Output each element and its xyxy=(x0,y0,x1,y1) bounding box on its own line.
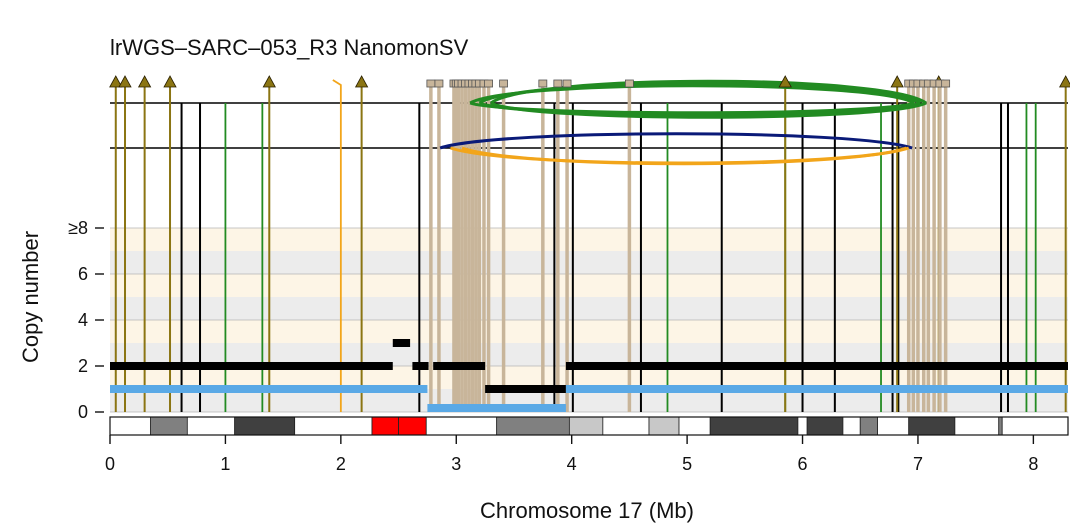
x-axis-label: Chromosome 17 (Mb) xyxy=(480,498,694,523)
sv-arc xyxy=(439,132,913,150)
breakpoint-markers xyxy=(109,75,1070,88)
x-tick-label: 2 xyxy=(336,454,346,474)
cn-band xyxy=(110,343,1068,366)
y-tick-label: 6 xyxy=(78,264,88,284)
x-tick-label: 5 xyxy=(682,454,692,474)
x-tick-label: 7 xyxy=(913,454,923,474)
x-tick-label: 8 xyxy=(1028,454,1038,474)
cytoband xyxy=(954,416,1000,436)
translocation-marker xyxy=(163,75,177,88)
chromosome-ideogram xyxy=(109,416,1069,436)
cytoband xyxy=(425,416,498,436)
breakpoint-lines xyxy=(114,79,1067,412)
y-tick-label: 4 xyxy=(78,310,88,330)
translocation-marker xyxy=(137,75,152,88)
y-axis-label: Copy number xyxy=(18,231,43,363)
cytoband xyxy=(398,416,427,436)
tan-marker xyxy=(562,79,572,88)
translocation-marker xyxy=(109,75,123,88)
cytoband xyxy=(294,416,373,436)
cytoband xyxy=(678,416,711,436)
cytoband xyxy=(602,416,650,436)
translocation-marker xyxy=(354,75,369,88)
cytoband xyxy=(877,416,910,436)
cytoband xyxy=(908,416,956,436)
tan-marker xyxy=(624,79,634,88)
cn-band xyxy=(110,320,1068,343)
translocation-marker xyxy=(118,75,132,88)
y-tick-label: ≥8 xyxy=(68,218,88,238)
tan-marker xyxy=(553,79,563,88)
cytoband xyxy=(496,416,570,436)
copy-number-segments xyxy=(110,339,1068,412)
translocation-marker xyxy=(1059,75,1070,88)
chart-title: lrWGS–SARC–053_R3 NanomonSV xyxy=(110,35,469,60)
tan-marker xyxy=(941,79,951,88)
cytoband xyxy=(797,416,808,436)
tan-marker xyxy=(499,79,508,88)
cytoband xyxy=(648,416,680,436)
orange-breakpoint-line xyxy=(332,79,342,412)
cytoband xyxy=(859,416,878,436)
x-tick-label: 3 xyxy=(451,454,461,474)
cytoband xyxy=(109,416,151,436)
cytoband xyxy=(234,416,296,436)
sv-arcs xyxy=(439,79,927,166)
translocation-marker xyxy=(262,75,276,88)
cytoband xyxy=(371,416,399,436)
cytoband xyxy=(568,416,604,436)
cytoband xyxy=(806,416,844,436)
cytoband xyxy=(709,416,799,436)
cytoband xyxy=(149,416,188,436)
tan-marker xyxy=(538,79,548,88)
cn-background-bands xyxy=(110,228,1068,412)
sv-arc xyxy=(461,146,907,166)
tan-marker xyxy=(426,79,436,88)
cn-band xyxy=(110,297,1068,320)
cn-band xyxy=(110,366,1068,389)
x-tick-label: 0 xyxy=(105,454,115,474)
y-tick-label: 0 xyxy=(78,402,88,422)
cytoband xyxy=(186,416,236,436)
cytoband xyxy=(998,416,1003,436)
x-tick-label: 1 xyxy=(220,454,230,474)
sv-arc xyxy=(490,79,927,119)
y-axis-ticks: 0 2 4 6 ≥8 xyxy=(68,218,104,422)
y-tick-label: 2 xyxy=(78,356,88,376)
cytoband xyxy=(1001,416,1069,436)
tan-marker xyxy=(484,79,493,88)
x-axis-ticks: 0 1 2 3 4 5 6 7 8 xyxy=(105,435,1038,474)
translocation-marker xyxy=(890,75,904,88)
cn-band xyxy=(110,389,1068,412)
cn-band xyxy=(110,228,1068,251)
cn-band xyxy=(110,251,1068,274)
cn-band xyxy=(110,274,1068,297)
x-tick-label: 4 xyxy=(567,454,577,474)
cytoband xyxy=(842,416,861,436)
ideogram-outline xyxy=(109,416,1069,436)
tan-marker xyxy=(434,79,444,88)
x-tick-label: 6 xyxy=(798,454,808,474)
translocation-marker xyxy=(778,75,792,88)
